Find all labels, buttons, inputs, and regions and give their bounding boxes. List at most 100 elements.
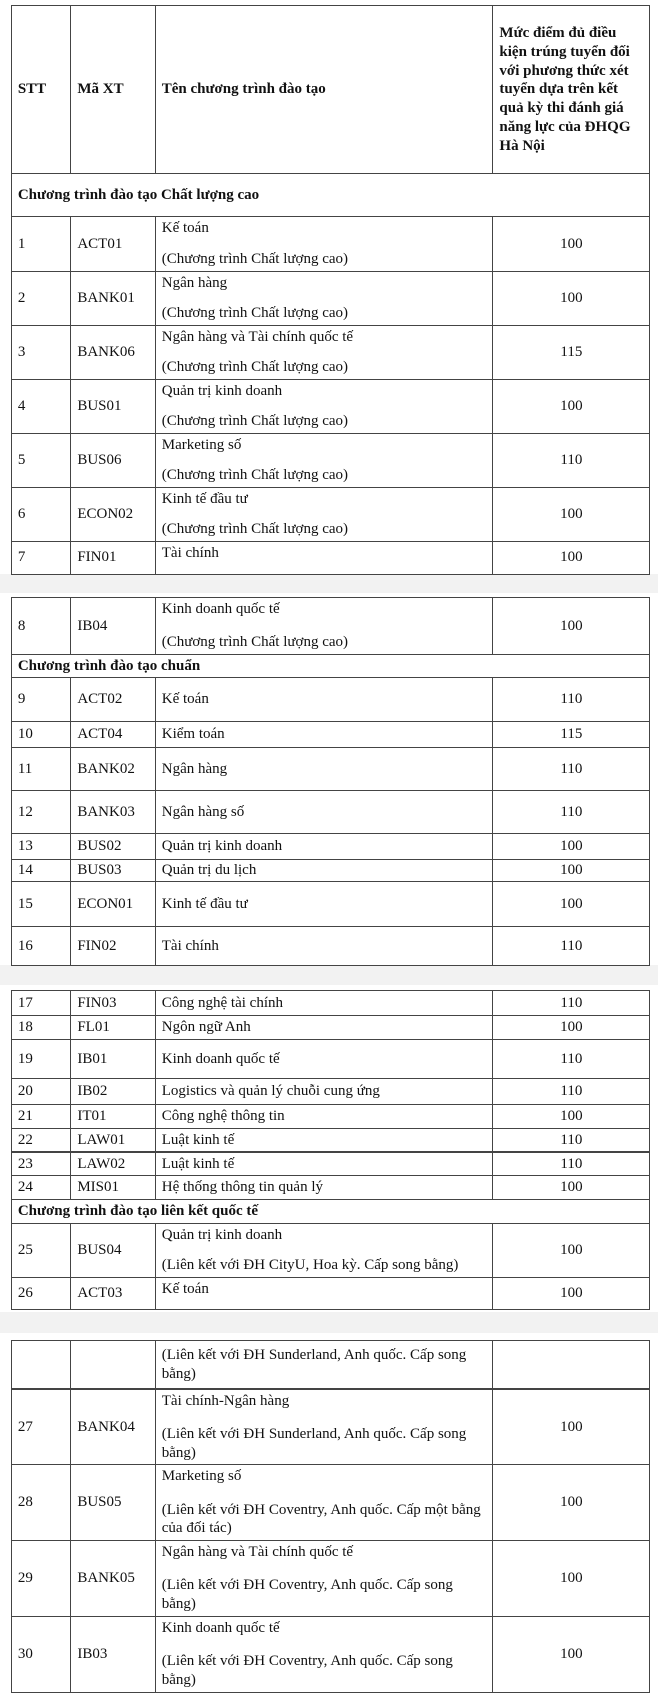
score-cell: 100 [492,541,651,575]
program-name: Kế toán [161,1281,209,1298]
stt-cell: 23 [10,1151,72,1177]
program-code: IT01 [77,1107,107,1124]
program-note: (Liên kết với ĐH Sunderland, Anh quốc. C… [161,1346,467,1382]
program-note: (Liên kết với ĐH Coventry, Anh quốc. Cấp… [161,1501,481,1537]
stt-cell: 13 [10,833,72,861]
score: 100 [560,397,583,414]
score-cell: 110 [492,1077,651,1105]
score: 100 [560,895,583,912]
program-name: Kinh doanh quốc tế [161,1619,280,1636]
program-code: FIN03 [77,994,117,1011]
stt-cell: 29 [10,1540,72,1617]
program-code: BANK01 [77,289,135,306]
stt: 4 [17,397,26,414]
score: 100 [560,235,583,252]
score: 100 [560,1107,583,1124]
name-cell: Hệ thống thông tin quản lý [154,1175,494,1201]
name-cell: Tài chính-Ngân hàng (Liên kết với ĐH Sund… [154,1388,494,1466]
program-name: Ngân hàng và Tài chính quốc tế [161,328,354,345]
program-name: Luật kinh tế [161,1155,235,1172]
code-cell: IB02 [70,1077,156,1105]
stt-cell: 22 [10,1127,72,1153]
program-name: Công nghệ tài chính [161,994,283,1011]
name-cell: Logistics và quản lý chuỗi cung ứng [154,1077,494,1105]
score-cell: 115 [492,324,651,380]
page-break [0,965,658,985]
program-note: (Chương trình Chất lượng cao) [161,467,349,484]
code-cell: BANK06 [70,324,156,380]
stt-cell: 20 [10,1077,72,1105]
stt-cell: 24 [10,1175,72,1201]
code-cell: FIN02 [70,926,156,967]
score-cell: 110 [492,1127,651,1153]
stt-cell: 16 [10,926,72,967]
score: 100 [560,1242,583,1259]
score-cell: 100 [492,1388,651,1466]
score-cell: 100 [492,270,651,326]
stt: 5 [17,452,26,469]
code-cell: IB01 [70,1038,156,1079]
program-name: Kế toán [161,691,209,708]
score-cell: 100 [492,880,651,928]
stt-cell: 11 [10,746,72,792]
score-cell: 100 [492,859,651,882]
code-header: Mã XT [70,5,156,175]
stt: 2 [17,289,26,306]
program-name: Kinh doanh quốc tế [161,1050,280,1067]
name-cell: Ngân hàng và Tài chính quốc tế (Liên kết … [154,1540,494,1617]
stt: 10 [17,725,33,742]
code-cell: IB03 [70,1615,156,1693]
code-cell: IT01 [70,1103,156,1129]
program-note: (Chương trình Chất lượng cao) [161,250,349,267]
program-note: (Chương trình Chất lượng cao) [161,521,349,538]
stt: 23 [17,1155,33,1172]
score: 115 [560,725,583,742]
name-cell: Công nghệ tài chính [154,990,494,1017]
score-cell: 110 [492,432,651,488]
name-cell: Kinh doanh quốc tế [154,1038,494,1079]
stt: 24 [17,1179,33,1196]
program-note: (Chương trình Chất lượng cao) [161,304,349,321]
section-title: Chương trình đào tạo liên kết quốc tế [17,1203,259,1220]
program-name: Tài chính [161,937,219,954]
program-code: FL01 [77,1019,110,1036]
stt: 8 [17,617,26,634]
name-cell: Luật kinh tế [154,1151,494,1177]
score-cell: 100 [492,1103,651,1129]
score-header: Mức điểm đủ điều kiện trúng tuyển đối vớ… [492,5,651,175]
name-cell: Quản trị du lịch [154,859,494,882]
program-name: Quản trị kinh doanh [161,1226,283,1243]
program-code: IB03 [77,1645,108,1662]
section-title: Chương trình đào tạo chuẩn [17,657,201,674]
program-code: BANK03 [77,803,135,820]
score: 115 [560,343,583,360]
name-cell: Ngân hàng (Chương trình Chất lượng cao) [154,270,494,326]
stt-cell: 7 [10,541,72,575]
score-cell: 100 [492,1222,651,1279]
score: 100 [560,838,583,855]
name-cell: Kinh tế đầu tư [154,880,494,928]
stt: 27 [17,1418,33,1435]
score: 110 [560,1083,583,1100]
code-cell: ECON02 [70,487,156,543]
program-name: Ngân hàng và Tài chính quốc tế [161,1544,354,1561]
stt: 7 [17,549,26,566]
code-cell: ACT03 [70,1277,156,1311]
code-cell: BUS02 [70,833,156,861]
page-break [0,1311,658,1334]
stt: 9 [17,691,26,708]
program-code: IB04 [77,617,108,634]
score-cell: 100 [492,1615,651,1693]
stt-cell: 3 [10,324,72,380]
program-code: BANK04 [77,1418,135,1435]
stt: 6 [17,506,26,523]
program-code: IB01 [77,1050,108,1067]
program-name: Quản trị kinh doanh [161,838,283,855]
name-cell: Kế toán [154,677,494,722]
header-text: Mã XT [77,81,124,98]
name-cell: Kinh tế đầu tư (Chương trình Chất lượng c… [154,487,494,543]
name-cell: Tài chính [154,926,494,967]
stt: 22 [17,1131,33,1148]
stt-cell: 19 [10,1038,72,1079]
score: 100 [560,862,583,879]
